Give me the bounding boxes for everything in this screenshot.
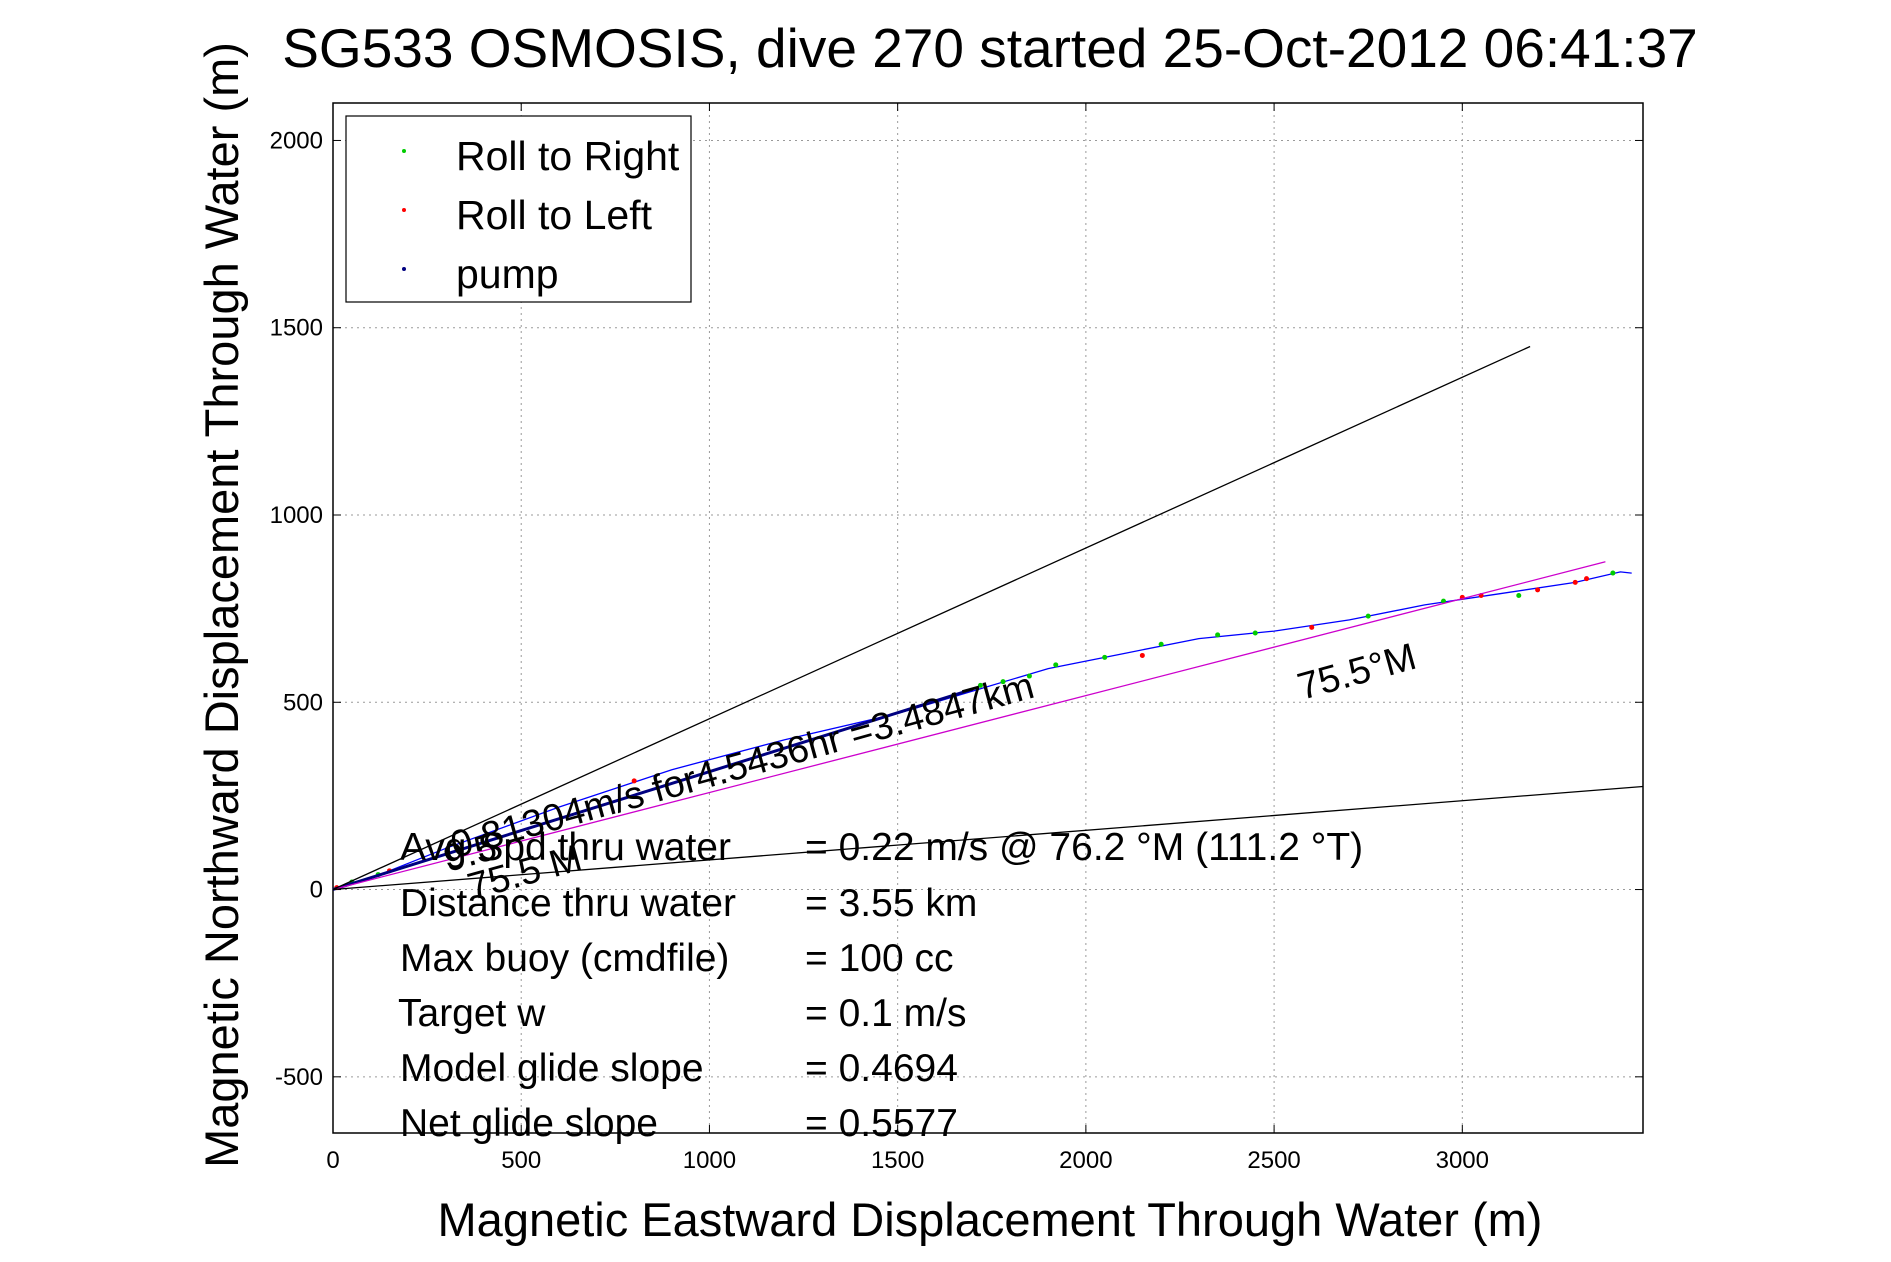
series-line-bounds-upper xyxy=(332,345,1531,891)
point-roll-to-right xyxy=(1053,662,1059,668)
x-tick-label: 0 xyxy=(326,1147,339,1174)
ticks: 0 500 1000 1500 2000 2500 3000 -500 0 500 1000 1500… xyxy=(270,103,1643,1174)
summary-value: = 100 cc xyxy=(805,937,954,980)
y-tick-label: -500 xyxy=(275,1064,323,1091)
series-line-pump xyxy=(332,687,974,891)
summary-label: Distance thru water xyxy=(400,882,736,925)
point-roll-to-right xyxy=(1252,630,1258,636)
series-line-75-5-m-heading xyxy=(332,561,1606,891)
summary-value: = 0.5577 xyxy=(805,1102,958,1145)
summary-value: = 0.22 m/s @ 76.2 °M (111.2 °T) xyxy=(805,826,1363,869)
point-roll-to-right xyxy=(1026,673,1032,679)
plot-frame xyxy=(332,102,1644,1134)
legend: Roll to Right Roll to Left pump xyxy=(345,115,692,303)
legend-marker-pump xyxy=(402,267,406,271)
summary-block: Avg Spd thru water = 0.22 m/s @ 76.2 °M … xyxy=(398,826,1363,1145)
point-roll-to-right xyxy=(1610,570,1616,576)
point-roll-to-right xyxy=(1440,598,1446,604)
summary-value: = 0.4694 xyxy=(805,1047,958,1090)
point-roll-to-right xyxy=(1158,641,1164,647)
y-tick-label: 1500 xyxy=(270,315,323,342)
legend-label-roll-right: Roll to Right xyxy=(456,133,680,179)
x-tick-label: 2000 xyxy=(1059,1147,1112,1174)
summary-label: Avg Spd thru water xyxy=(400,826,731,869)
y-tick-label: 1000 xyxy=(270,502,323,529)
point-roll-to-right xyxy=(1516,593,1522,599)
x-tick-label: 500 xyxy=(501,1147,541,1174)
series xyxy=(332,345,1644,891)
point-roll-to-right xyxy=(1000,679,1006,685)
point-roll-to-left xyxy=(631,778,637,784)
grid xyxy=(333,103,1643,1133)
legend-marker-roll-left xyxy=(402,208,406,212)
point-roll-to-right xyxy=(1365,613,1371,619)
point-roll-to-left xyxy=(1572,579,1578,585)
y-axis-label: Magnetic Northward Displacement Through … xyxy=(195,42,248,1168)
chart-title: SG533 OSMOSIS, dive 270 started 25-Oct-2… xyxy=(282,17,1698,79)
x-tick-label: 1500 xyxy=(871,1147,924,1174)
point-roll-to-left xyxy=(1309,624,1315,630)
point-roll-to-left xyxy=(1584,576,1590,582)
point-roll-to-right xyxy=(1102,654,1108,660)
summary-value: = 3.55 km xyxy=(805,882,977,925)
y-tick-label: 500 xyxy=(283,689,323,716)
summary-label: Model glide slope xyxy=(400,1047,704,1090)
x-tick-label: 3000 xyxy=(1436,1147,1489,1174)
series-line-track xyxy=(332,571,1632,891)
point-roll-to-right xyxy=(1215,632,1221,638)
x-tick-label: 1000 xyxy=(683,1147,736,1174)
point-roll-to-left xyxy=(1535,587,1541,593)
legend-label-pump: pump xyxy=(456,251,559,297)
legend-marker-roll-right xyxy=(402,149,406,153)
summary-label: Net glide slope xyxy=(400,1102,658,1145)
summary-label: Target w xyxy=(398,992,546,1035)
legend-label-roll-left: Roll to Left xyxy=(456,192,653,238)
y-tick-label: 2000 xyxy=(270,127,323,154)
y-tick-label: 0 xyxy=(310,877,323,904)
series-line-bounds-lower xyxy=(332,785,1644,891)
point-roll-to-left xyxy=(1139,652,1145,658)
summary-value: = 0.1 m/s xyxy=(805,992,966,1035)
summary-label: Max buoy (cmdfile) xyxy=(400,937,729,980)
point-roll-to-right xyxy=(977,682,983,688)
x-tick-label: 2500 xyxy=(1247,1147,1300,1174)
x-axis-label: Magnetic Eastward Displacement Through W… xyxy=(438,1193,1543,1246)
